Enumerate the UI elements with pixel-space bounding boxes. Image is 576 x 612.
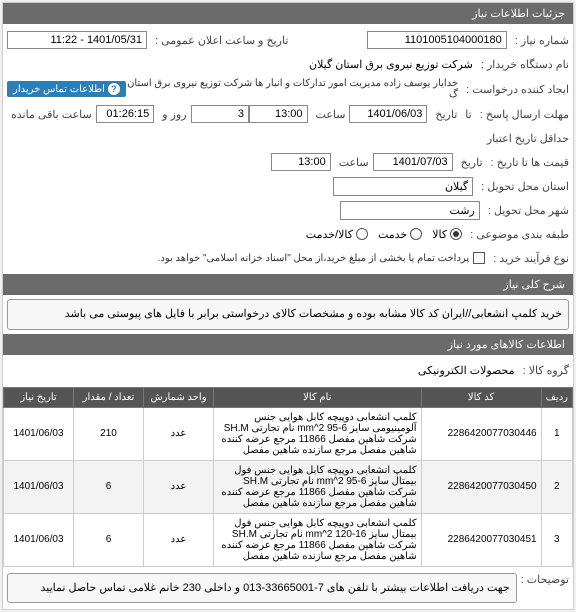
label-category: طبقه بندی موضوعی [466,228,569,241]
label-hour-1: ساعت [312,108,346,121]
cell-name: کلمپ انشعابی دوپیچه کابل هوایی جنس فول ب… [214,513,422,566]
field-reply-remaining: 01:26:15 [96,105,155,123]
radio-service-label: خدمت [378,228,407,241]
form-area: شماره نیاز 1101005104000180 تاریخ و ساعت… [3,24,573,274]
process-checkbox[interactable] [473,252,485,264]
contact-info-badge[interactable]: اطلاعات تماس خریدار [7,81,126,97]
cell-code: 2286420077030450 [421,460,541,513]
label-province: استان محل تحویل [477,180,569,193]
label-day-and: روز و [158,108,186,121]
label-city: شهر محل تحویل [484,204,569,217]
radio-service[interactable]: خدمت [378,228,422,241]
section-items: اطلاعات کالاهای مورد نیاز [3,334,573,355]
label-validity: حداقل تاریخ اعتبار [483,132,569,145]
col-idx: ردیف [541,387,572,407]
label-need-number: شماره نیاز [511,34,569,47]
cell-qty: 6 [74,513,144,566]
field-requester: خدایار یوسف زاده مدیریت امور تدارکات و ا… [126,78,458,100]
main-panel: جزئیات اطلاعات نیاز شماره نیاز 110100510… [2,2,574,610]
cell-unit: عدد [144,407,214,460]
field-need-number: 1101005104000180 [367,31,507,49]
field-reply-hour: 13:00 [249,105,308,123]
radio-both[interactable]: کالا/خدمت [306,228,368,241]
col-name: نام کالا [214,387,422,407]
label-date-2: تاریخ [457,156,483,169]
label-requester: ایجاد کننده درخواست [462,83,569,96]
col-qty: تعداد / مقدار [74,387,144,407]
category-radio-group: کالا خدمت کالا/خدمت [306,228,462,241]
field-reply-date: 1401/06/03 [349,105,427,123]
field-city: رشت [340,201,480,220]
label-until-1: تا [461,108,471,121]
cell-qty: 6 [74,460,144,513]
cell-date: 1401/06/03 [4,460,74,513]
field-validity-date: 1401/07/03 [373,153,453,171]
cell-qty: 210 [74,407,144,460]
section-need-info: جزئیات اطلاعات نیاز [3,3,573,24]
cell-unit: عدد [144,513,214,566]
radio-goods-label: کالا [432,228,447,241]
label-price-until: قیمت ها تا تاریخ [487,156,569,169]
cell-idx: 1 [541,407,572,460]
field-validity-hour: 13:00 [271,153,331,171]
field-product-group: محصولات الکترونیکی [418,364,515,377]
process-note: پرداخت تمام یا بخشی از مبلغ خرید،از محل … [158,253,470,264]
col-date: تاریخ نیاز [4,387,74,407]
general-desc-box: خرید کلمپ انشعابی//ایران کد کالا مشابه ب… [7,299,569,330]
items-header-row: ردیف کد کالا نام کالا واحد شمارش تعداد /… [4,387,573,407]
label-announce-date: تاریخ و ساعت اعلان عمومی [151,34,288,47]
label-remaining: ساعت باقی مانده [7,108,92,121]
col-code: کد کالا [421,387,541,407]
field-reply-days: 3 [191,105,250,123]
label-product-group: گروه کالا [519,364,569,377]
table-row[interactable]: 32286420077030451کلمپ انشعابی دوپیچه کاب… [4,513,573,566]
table-row[interactable]: 12286420077030446کلمپ انشعابی دوپیچه کاب… [4,407,573,460]
cell-code: 2286420077030446 [421,407,541,460]
label-reply-deadline: مهلت ارسال پاسخ [476,108,569,121]
radio-service-dot [410,228,422,240]
table-row[interactable]: 22286420077030450کلمپ انشعابی دوپیچه کاب… [4,460,573,513]
more-info-box: جهت دریافت اطلاعات بیشتر با تلفن های 7-3… [7,573,517,604]
label-more-info: توضیحات [517,573,569,586]
field-province: گیلان [333,177,473,196]
cell-idx: 3 [541,513,572,566]
col-unit: واحد شمارش [144,387,214,407]
label-process: نوع فرآیند خرید [489,252,569,265]
section-general-desc: شرح کلی نیاز [3,274,573,295]
cell-name: کلمپ انشعابی دوپیچه کابل هوایی جنس آلومی… [214,407,422,460]
radio-both-label: کالا/خدمت [306,228,353,241]
cell-code: 2286420077030451 [421,513,541,566]
radio-goods-dot [450,228,462,240]
field-buyer: شرکت توزیع نیروی برق استان گیلان [309,58,473,71]
cell-idx: 2 [541,460,572,513]
label-hour-2: ساعت [335,156,369,169]
cell-date: 1401/06/03 [4,513,74,566]
radio-both-dot [356,228,368,240]
label-date-1: تاریخ [431,108,457,121]
cell-unit: عدد [144,460,214,513]
cell-date: 1401/06/03 [4,407,74,460]
radio-goods[interactable]: کالا [432,228,462,241]
cell-name: کلمپ انشعابی دوپیچه کابل هوایی جنس فول ب… [214,460,422,513]
label-buyer: نام دستگاه خریدار [477,58,569,71]
items-table: ردیف کد کالا نام کالا واحد شمارش تعداد /… [3,387,573,567]
field-announce-date: 1401/05/31 - 11:22 [7,31,147,49]
